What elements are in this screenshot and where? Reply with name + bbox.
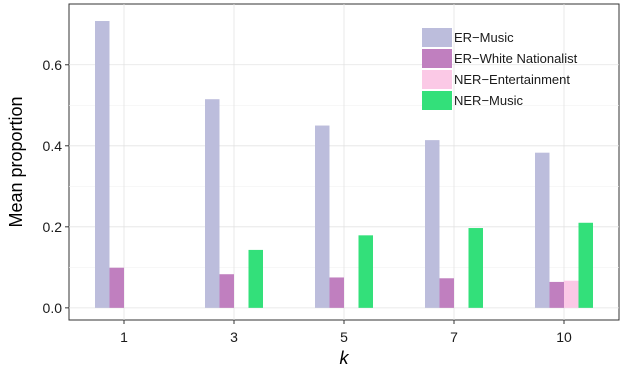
bar-er-white-nationalist-k3 [219,274,234,308]
bar-er-white-nationalist-k5 [329,277,344,308]
x-axis-title: k [340,348,350,368]
y-tick-label: 0.4 [43,138,63,154]
bar-ner-music-k5 [358,235,373,308]
y-tick-label: 0.0 [43,300,63,316]
legend-swatch [422,91,452,110]
bar-ner-music-k3 [248,249,263,308]
bar-er-music-k10 [535,152,550,308]
legend-swatch [422,49,452,68]
y-tick-label: 0.2 [43,219,63,235]
bar-er-music-k5 [315,125,330,308]
bar-er-white-nationalist-k10 [549,281,564,308]
bar-ner-music-k7 [468,228,483,308]
grid-lines [69,4,619,320]
x-tick-label: 1 [120,329,128,345]
y-axis-title: Mean proportion [6,96,26,227]
bars [95,21,593,308]
legend-label: ER−Music [454,30,514,45]
legend-label: NER−Music [454,93,523,108]
x-tick-label: 5 [340,329,348,345]
legend: ER−Music ER−White Nationalist NER−Entertai… [422,28,578,110]
legend-label: NER−Entertainment [454,72,570,87]
bar-er-music-k3 [205,99,220,308]
axes: 0.0 0.2 0.4 0.6 1 3 5 7 10 [43,57,572,345]
bar-ner-entertainment-k10 [564,280,579,308]
legend-label: ER−White Nationalist [454,51,578,66]
bar-er-white-nationalist-k7 [439,278,454,308]
x-tick-label: 3 [230,329,238,345]
bar-ner-music-k10 [578,222,593,308]
bar-er-white-nationalist-k1 [109,267,124,308]
x-tick-label: 7 [450,329,458,345]
bar-er-music-k7 [425,140,440,308]
bar-er-music-k1 [95,21,110,308]
legend-swatch [422,70,452,89]
x-tick-label: 10 [556,329,572,345]
y-tick-label: 0.6 [43,57,63,73]
legend-swatch [422,28,452,47]
